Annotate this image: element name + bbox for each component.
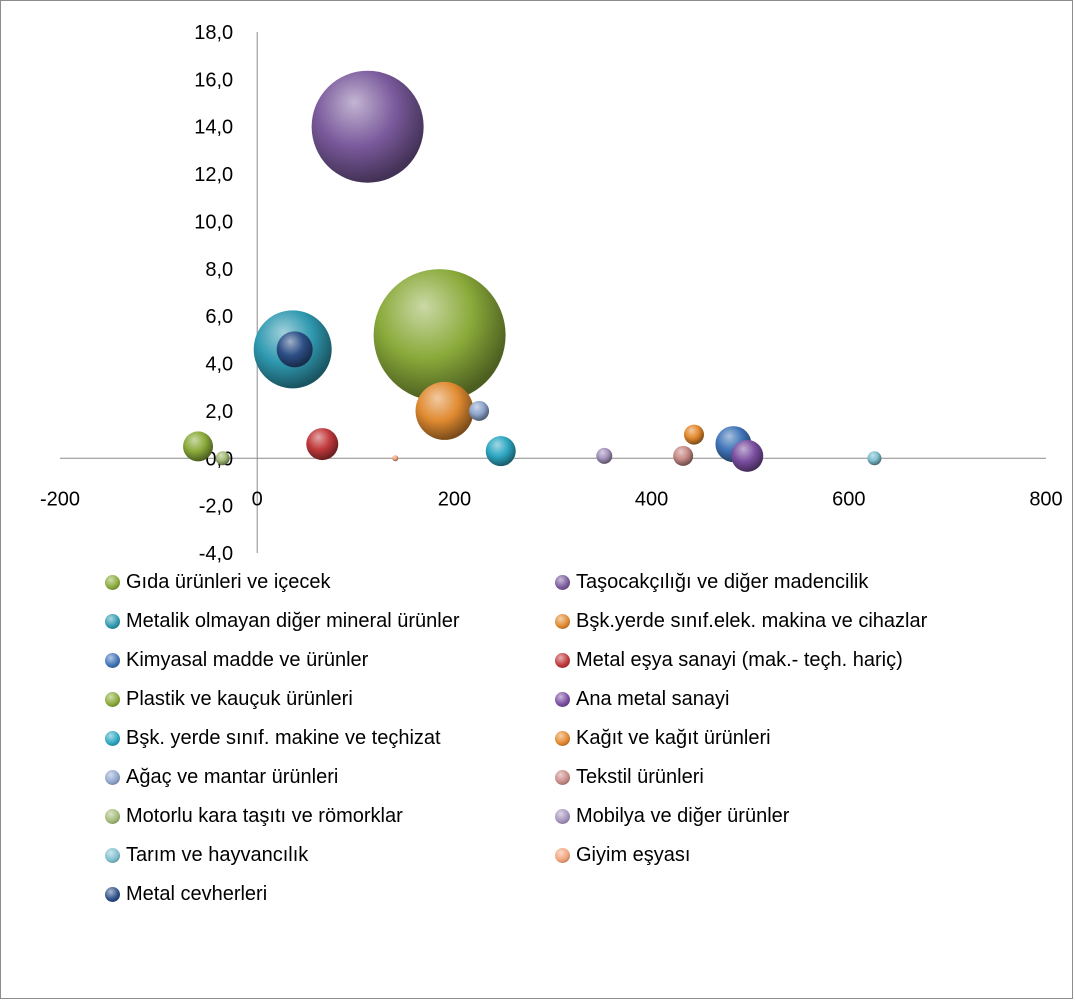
legend-item: Kimyasal madde ve ürünler	[105, 642, 368, 678]
y-tick-label: 8,0	[205, 259, 233, 281]
legend-marker-icon	[105, 574, 120, 590]
legend-label: Taşocakçılığı ve diğer madencilik	[576, 570, 869, 593]
bubble-17	[276, 331, 313, 368]
axes: -200 0 200 400 600 800 18,0 16,0 14,0 12,0 10,0 8,0…	[40, 22, 1063, 565]
bubble-13	[215, 451, 230, 466]
legend-label: Kağıt ve kağıt ürünleri	[576, 726, 771, 749]
legend-label: Metal eşya sanayi (mak.- teçh. hariç)	[576, 648, 903, 671]
legend-item: Taşocakçılığı ve diğer madencilik	[555, 564, 868, 600]
x-tick-label: 0	[252, 488, 263, 510]
legend-marker-icon	[555, 613, 570, 629]
legend-label: Motorlu kara taşıtı ve römorklar	[126, 804, 403, 827]
y-tick-label: 6,0	[205, 306, 233, 328]
x-tick-label: 600	[832, 488, 865, 510]
legend-marker-icon	[555, 574, 570, 590]
bubbles	[183, 70, 882, 472]
bubble-12	[673, 445, 694, 466]
legend-marker-icon	[555, 769, 570, 785]
legend-item: Ana metal sanayi	[555, 681, 729, 717]
x-tick-label: 800	[1029, 488, 1062, 510]
legend-marker-icon	[105, 652, 120, 668]
y-tick-label: 16,0	[194, 69, 233, 91]
y-tick-label: 4,0	[205, 354, 233, 376]
legend-item: Metal eşya sanayi (mak.- teçh. hariç)	[555, 642, 903, 678]
legend-marker-icon	[105, 691, 120, 707]
legend-item: Giyim eşyası	[555, 837, 690, 873]
legend-marker-icon	[105, 886, 120, 902]
legend-marker-icon	[555, 652, 570, 668]
legend-marker-icon	[555, 808, 570, 824]
bubble-15	[867, 451, 882, 466]
bubble-6	[306, 428, 339, 461]
legend-label: Giyim eşyası	[576, 843, 691, 866]
y-tick-label: -2,0	[199, 496, 233, 518]
bubble-11	[469, 400, 490, 421]
legend-label: Tekstil ürünleri	[576, 765, 704, 788]
y-tick-label: 10,0	[194, 211, 233, 233]
legend-label: Gıda ürünleri ve içecek	[126, 570, 331, 593]
legend-marker-icon	[555, 847, 570, 863]
legend-item: Tekstil ürünleri	[555, 759, 704, 795]
bubble-4	[415, 381, 474, 440]
y-tick-label: -4,0	[199, 543, 233, 565]
bubble-9	[485, 436, 516, 467]
legend-marker-icon	[105, 730, 120, 746]
legend-item: Plastik ve kauçuk ürünleri	[105, 681, 353, 717]
legend-label: Kimyasal madde ve ürünler	[126, 648, 369, 671]
bubble-10	[683, 424, 704, 445]
bubble-1	[373, 269, 506, 402]
legend-label: Metalik olmayan diğer mineral ürünler	[126, 609, 460, 632]
y-tick-label: 14,0	[194, 117, 233, 139]
legend-item: Bşk. yerde sınıf. makine ve teçhizat	[105, 720, 441, 756]
y-tick-label: 12,0	[194, 164, 233, 186]
bubble-8	[731, 439, 764, 472]
legend-item: Metal cevherleri	[105, 876, 267, 912]
legend-item: Metalik olmayan diğer mineral ürünler	[105, 603, 459, 639]
bubble-7	[183, 431, 214, 462]
legend-marker-icon	[555, 691, 570, 707]
legend-label: Ana metal sanayi	[576, 687, 730, 710]
legend-label: Ağaç ve mantar ürünleri	[126, 765, 339, 788]
legend-item: Bşk.yerde sınıf.elek. makina ve cihazlar	[555, 603, 927, 639]
legend-item: Motorlu kara taşıtı ve römorklar	[105, 798, 403, 834]
x-tick-label: 200	[438, 488, 471, 510]
x-tick-label: 400	[635, 488, 668, 510]
legend-label: Metal cevherleri	[126, 882, 268, 905]
y-tick-label: 2,0	[205, 401, 233, 423]
legend-label: Plastik ve kauçuk ürünleri	[126, 687, 353, 710]
legend-marker-icon	[105, 808, 120, 824]
legend-marker-icon	[105, 769, 120, 785]
bubble-16	[392, 455, 399, 462]
legend-item: Kağıt ve kağıt ürünleri	[555, 720, 771, 756]
x-tick-label: -200	[40, 488, 80, 510]
bubble-2	[311, 70, 424, 183]
legend-item: Tarım ve hayvancılık	[105, 837, 308, 873]
legend-label: Bşk. yerde sınıf. makine ve teçhizat	[126, 726, 441, 749]
legend-item: Mobilya ve diğer ürünler	[555, 798, 789, 834]
legend-label: Mobilya ve diğer ürünler	[576, 804, 790, 827]
y-tick-label: 18,0	[194, 22, 233, 44]
legend-marker-icon	[105, 613, 120, 629]
legend-label: Tarım ve hayvancılık	[126, 843, 309, 866]
bubble-14	[596, 447, 613, 464]
legend-item: Gıda ürünleri ve içecek	[105, 564, 331, 600]
legend-marker-icon	[555, 730, 570, 746]
legend-marker-icon	[105, 847, 120, 863]
legend-item: Ağaç ve mantar ürünleri	[105, 759, 338, 795]
legend-label: Bşk.yerde sınıf.elek. makina ve cihazlar	[576, 609, 928, 632]
